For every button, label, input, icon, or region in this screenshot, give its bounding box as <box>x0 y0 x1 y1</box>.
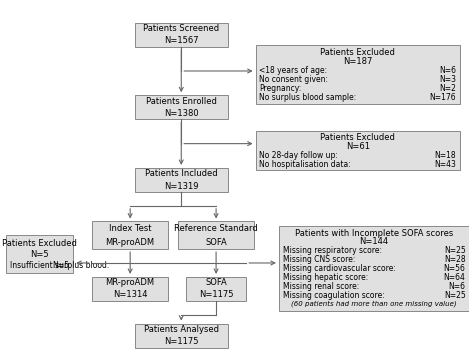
Text: N=1567: N=1567 <box>164 36 199 45</box>
Text: N=1314: N=1314 <box>113 291 147 299</box>
FancyBboxPatch shape <box>92 277 168 301</box>
Text: N=5: N=5 <box>53 261 70 270</box>
Text: SOFA: SOFA <box>205 279 227 287</box>
FancyBboxPatch shape <box>135 23 228 47</box>
Text: Patients Screened: Patients Screened <box>143 24 219 33</box>
Text: Patients Excluded: Patients Excluded <box>320 48 395 57</box>
Text: N=56: N=56 <box>444 264 465 273</box>
Text: N=3: N=3 <box>439 75 456 84</box>
Text: N=28: N=28 <box>444 255 465 264</box>
Text: Insufficient surplus blood:: Insufficient surplus blood: <box>9 261 109 270</box>
Text: No hospitalisation data:: No hospitalisation data: <box>259 160 351 168</box>
Text: Index Test: Index Test <box>109 224 151 233</box>
Text: N=1175: N=1175 <box>164 337 199 346</box>
Text: Missing renal score:: Missing renal score: <box>283 282 359 291</box>
Text: SOFA: SOFA <box>205 238 227 247</box>
Text: N=187: N=187 <box>343 57 373 66</box>
Text: (60 patients had more than one missing value): (60 patients had more than one missing v… <box>291 301 457 307</box>
Text: Patients with Incomplete SOFA scores: Patients with Incomplete SOFA scores <box>295 228 453 238</box>
Text: Missing respiratory score:: Missing respiratory score: <box>283 246 382 255</box>
Text: Missing cardiovascular score:: Missing cardiovascular score: <box>283 264 395 273</box>
Text: N=5: N=5 <box>30 250 49 259</box>
FancyBboxPatch shape <box>255 131 460 170</box>
Text: Patients Enrolled: Patients Enrolled <box>146 97 217 106</box>
Text: N=61: N=61 <box>346 142 370 151</box>
Text: No consent given:: No consent given: <box>259 75 328 84</box>
Text: N=176: N=176 <box>429 93 456 102</box>
Text: Missing hepatic score:: Missing hepatic score: <box>283 273 368 282</box>
Text: N=2: N=2 <box>439 84 456 93</box>
Text: Patients Analysed: Patients Analysed <box>144 325 219 334</box>
Text: N=25: N=25 <box>444 291 465 300</box>
Text: N=1175: N=1175 <box>199 291 233 299</box>
Text: N=64: N=64 <box>444 273 465 282</box>
Text: N=1380: N=1380 <box>164 109 199 118</box>
Text: Patients Included: Patients Included <box>145 169 218 178</box>
FancyBboxPatch shape <box>186 277 246 301</box>
Text: N=1319: N=1319 <box>164 181 199 191</box>
Text: N=43: N=43 <box>434 160 456 168</box>
Text: Patients Excluded: Patients Excluded <box>2 239 77 248</box>
FancyBboxPatch shape <box>135 323 228 348</box>
Text: No 28-day follow up:: No 28-day follow up: <box>259 151 338 160</box>
Text: N=144: N=144 <box>359 237 389 246</box>
FancyBboxPatch shape <box>135 168 228 192</box>
Text: N=25: N=25 <box>444 246 465 255</box>
Text: N=6: N=6 <box>439 66 456 75</box>
Text: No surplus blood sample:: No surplus blood sample: <box>259 93 356 102</box>
Text: <18 years of age:: <18 years of age: <box>259 66 328 75</box>
Text: Missing CNS score:: Missing CNS score: <box>283 255 355 264</box>
FancyBboxPatch shape <box>6 235 73 273</box>
FancyBboxPatch shape <box>92 221 168 249</box>
Text: N=6: N=6 <box>448 282 465 291</box>
FancyBboxPatch shape <box>255 45 460 104</box>
Text: MR-proADM: MR-proADM <box>106 279 155 287</box>
FancyBboxPatch shape <box>135 95 228 119</box>
FancyBboxPatch shape <box>279 226 469 311</box>
Text: Missing coagulation score:: Missing coagulation score: <box>283 291 384 300</box>
Text: Patients Excluded: Patients Excluded <box>320 133 395 142</box>
Text: N=18: N=18 <box>435 151 456 160</box>
FancyBboxPatch shape <box>178 221 255 249</box>
Text: MR-proADM: MR-proADM <box>106 238 155 247</box>
Text: Pregnancy:: Pregnancy: <box>259 84 301 93</box>
Text: Reference Standard: Reference Standard <box>174 224 258 233</box>
